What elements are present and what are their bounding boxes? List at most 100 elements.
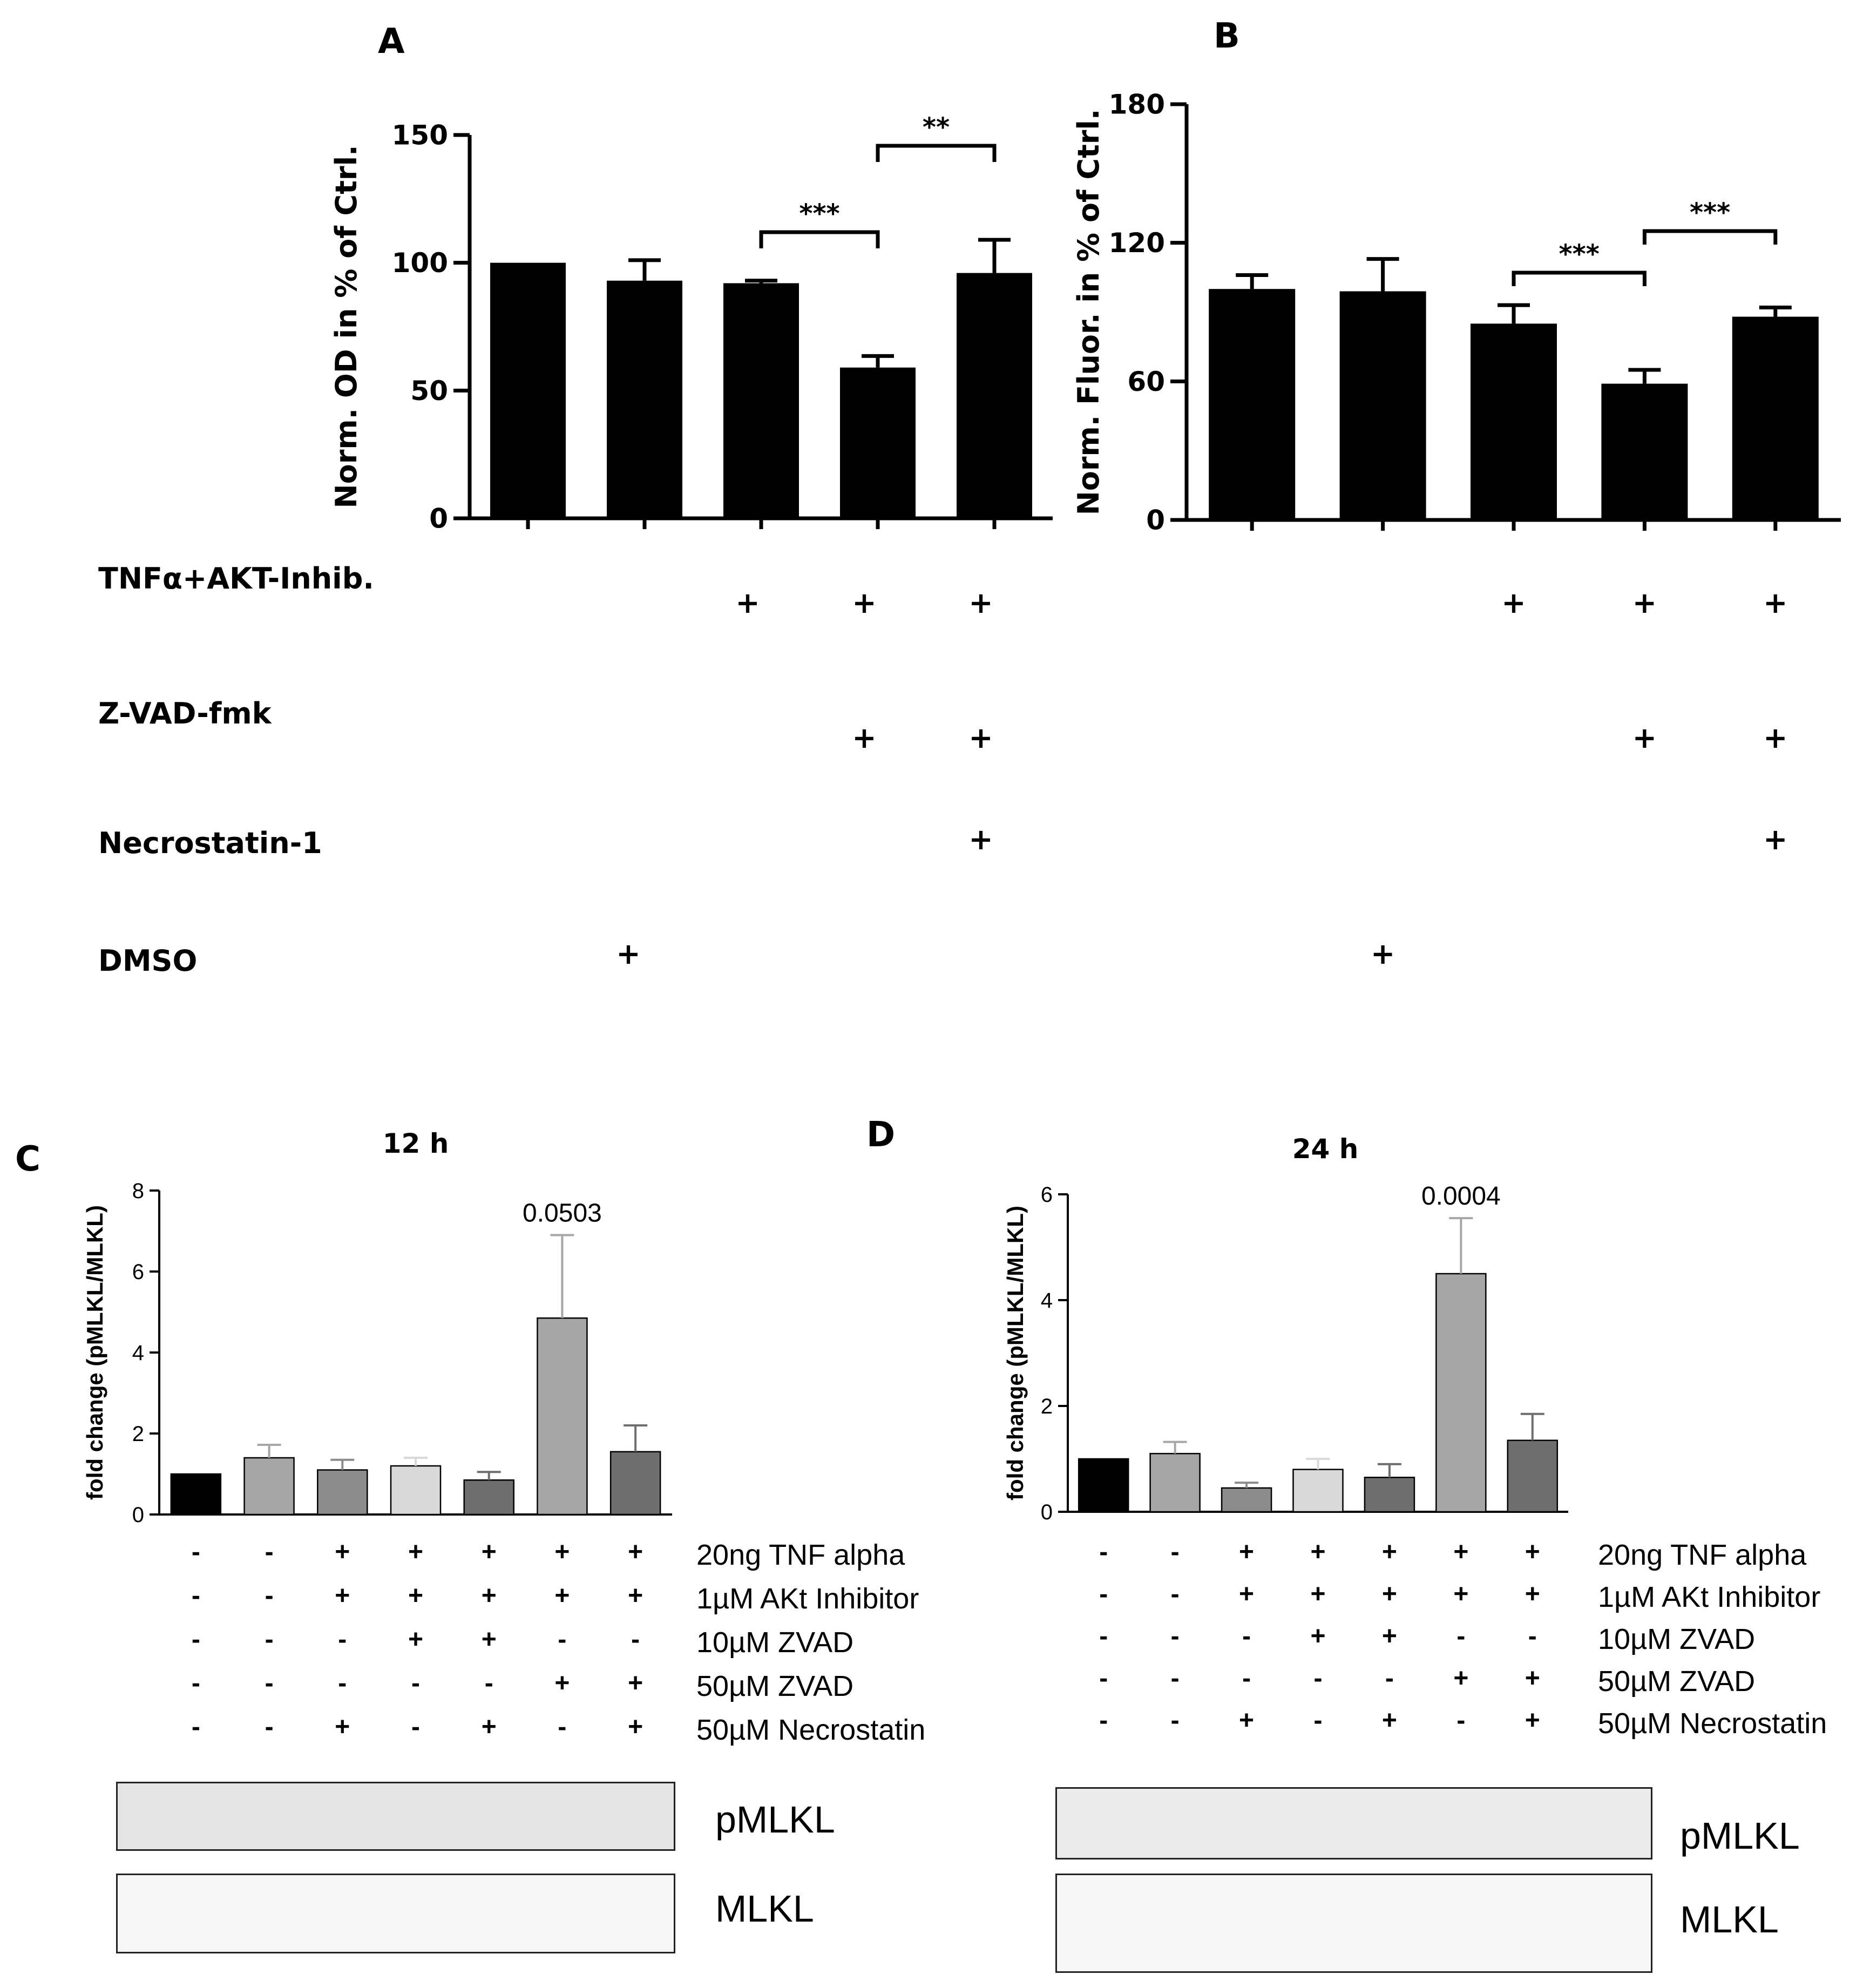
chart-a-y-tick-label: 150 [392,120,448,151]
chart-d-condition-mark: - [1099,1664,1108,1693]
chart-a-bar [840,367,916,518]
chart-a-condition-mark: + [968,586,993,620]
chart-c-condition-mark: + [628,1538,643,1566]
chart-c-condition-mark: - [265,1581,274,1610]
chart-c-y-axis-label: fold change (pMLKL/MLKL) [82,1205,107,1500]
chart-a-condition-mark: + [968,721,993,755]
chart-d-y-tick-label: 2 [1041,1395,1053,1418]
chart-a-y-tick-label: 0 [429,503,448,535]
chart-d-bar [1078,1458,1129,1513]
chart-d-condition-label: 20ng TNF alpha [1598,1539,1807,1571]
panel-label-b: B [1214,16,1240,56]
blot-d-pmlkl [1055,1787,1652,1859]
chart-c-bar [609,1451,661,1516]
chart-c-bar [170,1473,222,1516]
chart-a-condition-mark: + [616,937,640,971]
chart-c-y-tick-label: 4 [132,1341,144,1365]
blot-c-mlkl [116,1874,675,1953]
chart-a-significance-bracket [759,230,880,248]
chart-c-condition-mark: + [554,1538,570,1566]
chart-b-condition-mark: + [1632,721,1657,755]
chart-d-condition-mark: - [1099,1538,1108,1566]
chart-d-condition-label: 10µM ZVAD [1598,1623,1755,1655]
chart-b-significance-label: *** [1559,239,1600,269]
chart-d-condition-mark: - [1171,1580,1180,1608]
chart-d-condition-mark: + [1239,1580,1254,1608]
chart-c-condition-label: 50µM ZVAD [696,1670,853,1702]
chart-a-bar [957,273,1032,518]
chart-b-condition-mark: + [1371,937,1395,971]
panel-label-d: D [866,1115,896,1155]
chart-c-y-tick-label: 6 [132,1260,144,1284]
chart-d-p-value-annotation: 0.0004 [1421,1182,1501,1211]
chart-d-bar [1364,1477,1415,1513]
blot-d-pmlkl-label: pMLKL [1680,1815,1800,1857]
chart-a-condition-mark: + [968,822,993,856]
chart-d-condition-mark: + [1239,1706,1254,1735]
chart-c-condition-mark: + [408,1625,423,1654]
chart-c-condition-label: 50µM Necrostatin [696,1714,925,1746]
condition-label-necrostatin: Necrostatin-1 [98,826,322,860]
chart-b-condition-mark: + [1501,586,1526,620]
chart-d-title: 24 h [1292,1133,1359,1165]
chart-d-condition-label: 50µM ZVAD [1598,1665,1755,1698]
chart-c-condition-mark: + [482,1625,497,1654]
chart-d-condition-mark: - [1242,1622,1251,1651]
chart-d-condition-mark: - [1528,1622,1537,1651]
chart-c-condition-mark: - [192,1538,200,1566]
chart-c-condition-mark: - [411,1713,420,1741]
chart-d-condition-mark: - [1099,1622,1108,1651]
chart-b-bar [1601,383,1688,520]
chart-c-condition-mark: + [335,1538,350,1566]
chart-d-condition-mark: + [1310,1622,1325,1651]
chart-a-condition-mark: + [852,721,876,755]
chart-c-condition-mark: + [554,1581,570,1610]
chart-c-condition-mark: - [558,1713,566,1741]
chart-d-condition-mark: - [1099,1580,1108,1608]
chart-a-bar [490,262,566,518]
condition-label-dmso: DMSO [98,944,198,978]
chart-d-condition-mark: + [1310,1538,1325,1566]
chart-d-condition-mark: - [1314,1706,1323,1735]
blot-c-pmlkl-label: pMLKL [715,1798,835,1841]
chart-d-condition-mark: + [1525,1706,1540,1735]
chart-c-condition-mark: + [482,1581,497,1610]
chart-d-y-tick-label: 4 [1041,1289,1053,1313]
chart-c-condition-mark: + [408,1581,423,1610]
blot-d-mlkl [1055,1874,1652,1973]
chart-c-bar [390,1465,442,1516]
blot-c-pmlkl [116,1782,675,1851]
chart-b-significance-label: *** [1690,198,1730,228]
chart-a-significance-bracket [876,144,997,162]
blot-d-mlkl-label: MLKL [1680,1898,1779,1940]
chart-b-significance-bracket [1512,271,1647,286]
chart-a-condition-mark: + [735,586,760,620]
chart-d-condition-mark: + [1453,1580,1468,1608]
chart-c-y-tick-label: 2 [132,1422,144,1446]
chart-d-condition-mark: - [1385,1664,1394,1693]
chart-c-condition-mark: - [338,1669,347,1698]
chart-c-condition-mark: - [265,1713,274,1741]
chart-d-condition-mark: - [1171,1706,1180,1735]
chart-b-y-axis-label: Norm. Fluor. in % of Ctrl. [1072,109,1106,516]
chart-d-condition-mark: - [1242,1664,1251,1693]
chart-d-condition-mark: + [1453,1538,1468,1566]
chart-b-y-tick-label: 120 [1109,227,1165,259]
chart-d-condition-mark: + [1310,1580,1325,1608]
chart-c-condition-mark: - [631,1625,640,1654]
chart-c-condition-mark: + [628,1713,643,1741]
chart-c-condition-mark: - [192,1581,200,1610]
chart-c-condition-mark: + [554,1669,570,1698]
chart-d-bar [1149,1452,1201,1513]
chart-c-condition-mark: + [408,1538,423,1566]
chart-a-y-axis-label: Norm. OD in % of Ctrl. [329,145,363,508]
chart-d-condition-mark: + [1525,1538,1540,1566]
chart-c-condition-mark: - [192,1625,200,1654]
chart-d-condition-label: 1µM AKt Inhibitor [1598,1581,1820,1613]
chart-b-y-tick-label: 60 [1127,366,1165,397]
chart-b-condition-mark: + [1763,721,1787,755]
chart-a-significance-label: *** [799,199,839,229]
chart-c-condition-mark: + [335,1713,350,1741]
panel-label-c: C [15,1139,40,1179]
chart-b-bar [1209,289,1296,520]
